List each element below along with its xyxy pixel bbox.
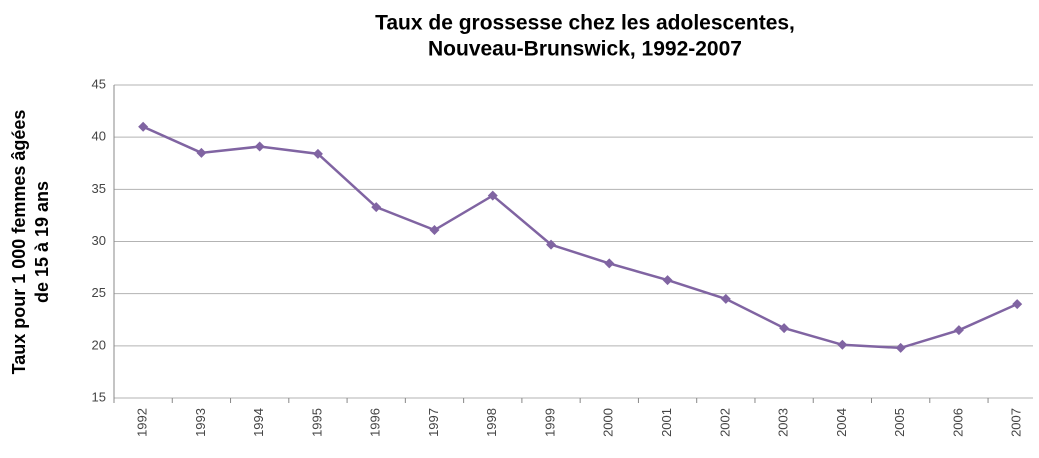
data-point bbox=[662, 275, 673, 286]
chart-title: Taux de grossesse chez les adolescentes, bbox=[375, 12, 795, 35]
x-tick-label: 2007 bbox=[1009, 408, 1024, 437]
y-tick-label: 45 bbox=[92, 76, 106, 91]
x-tick-label: 1998 bbox=[484, 408, 499, 437]
chart-title: Nouveau-Brunswick, 1992-2007 bbox=[428, 38, 742, 61]
x-tick-label: 2002 bbox=[717, 408, 732, 437]
y-tick-label: 40 bbox=[92, 129, 106, 144]
data-point bbox=[254, 141, 265, 152]
data-point bbox=[196, 147, 207, 158]
x-tick-label: 2000 bbox=[601, 408, 616, 437]
x-tick-label: 1997 bbox=[426, 408, 441, 437]
x-tick-label: 1995 bbox=[309, 408, 324, 437]
data-point bbox=[371, 202, 382, 213]
x-tick-label: 1996 bbox=[368, 408, 383, 437]
y-tick-label: 25 bbox=[92, 285, 106, 300]
data-point bbox=[953, 325, 964, 336]
data-point bbox=[546, 239, 557, 250]
y-tick-label: 15 bbox=[92, 389, 106, 404]
data-point bbox=[779, 323, 790, 334]
y-tick-label: 30 bbox=[92, 233, 106, 248]
data-point bbox=[429, 225, 440, 236]
x-tick-label: 2006 bbox=[950, 408, 965, 437]
series-line bbox=[142, 125, 1018, 350]
x-tick-label: 1999 bbox=[542, 408, 557, 437]
data-point bbox=[138, 121, 149, 132]
data-point bbox=[312, 148, 323, 159]
y-tick-label: 20 bbox=[92, 337, 106, 352]
data-point bbox=[604, 258, 615, 269]
x-tick-label: 1992 bbox=[135, 408, 150, 437]
y-tick-label: 35 bbox=[92, 181, 106, 196]
data-point bbox=[720, 293, 731, 304]
data-point bbox=[895, 342, 906, 353]
data-point bbox=[837, 339, 848, 350]
data-point bbox=[487, 190, 498, 201]
x-tick-label: 1993 bbox=[193, 408, 208, 437]
x-tick-label: 2001 bbox=[659, 408, 674, 437]
x-tick-label: 2005 bbox=[892, 408, 907, 437]
x-tick-label: 1994 bbox=[251, 408, 266, 437]
x-tick-label: 2003 bbox=[776, 408, 791, 437]
y-axis-label: Taux pour 1 000 femmes âgées bbox=[9, 110, 29, 375]
y-axis-label: de 15 à 19 ans bbox=[32, 181, 52, 303]
x-tick-label: 2004 bbox=[834, 408, 849, 437]
data-point bbox=[1012, 299, 1023, 310]
